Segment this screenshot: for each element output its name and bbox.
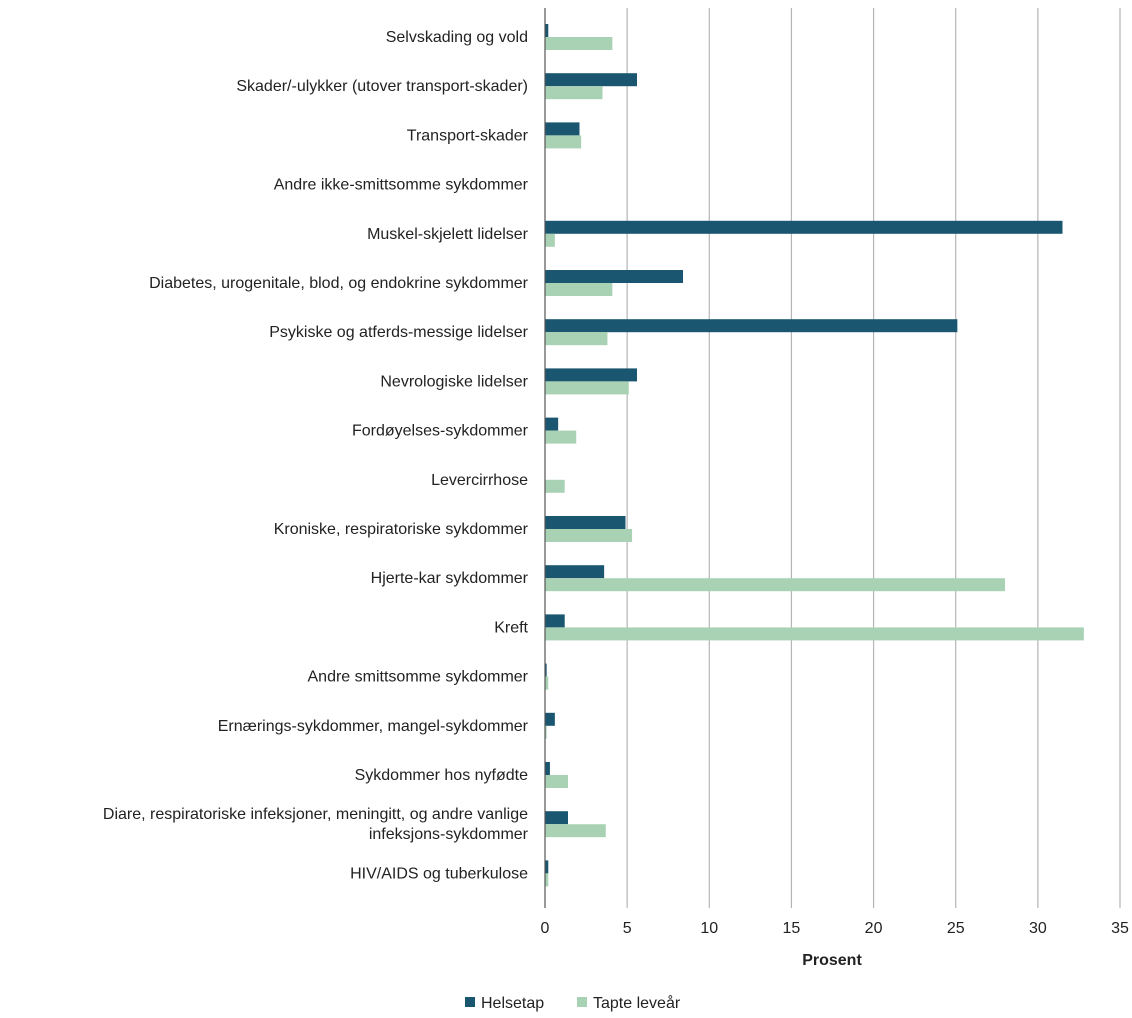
category-label: Sykdommer hos nyfødte [355, 767, 529, 784]
x-tick-label: 35 [1111, 920, 1129, 937]
category-label: Fordøyelses-sykdommer [352, 423, 529, 440]
bar-helsetap [545, 24, 549, 37]
category-label: Kreft [494, 619, 528, 636]
bar-tapte-levear [545, 578, 1005, 592]
bar-tapte-levear [545, 37, 613, 50]
category-label: Andre ikke-smittsomme sykdommer [274, 177, 529, 194]
x-tick-label: 10 [700, 920, 718, 937]
bar-tapte-levear [545, 824, 606, 838]
category-labels: Selvskading og vold Skader/-ulykker (utov… [103, 29, 529, 882]
bar-tapte-levear [545, 381, 629, 395]
category-label: Levercirrhose [431, 472, 528, 489]
bar-helsetap [545, 663, 547, 677]
bar-helsetap [545, 565, 605, 579]
bar-tapte-levear [545, 725, 547, 739]
bar-helsetap [545, 368, 637, 382]
bar-tapte-levear [545, 135, 582, 149]
bar-tapte-levear [545, 873, 549, 887]
bar-tapte-levear [545, 233, 555, 247]
bar-helsetap [545, 122, 580, 136]
bars [545, 24, 1084, 887]
bar-helsetap [545, 417, 559, 431]
legend-label: Helsetap [481, 995, 544, 1012]
category-label: Diare, respiratoriske infeksjoner, menin… [103, 806, 528, 823]
bar-tapte-levear [545, 479, 565, 493]
bar-helsetap [545, 516, 626, 529]
legend-swatch [465, 997, 475, 1007]
x-tick-label: 5 [623, 920, 632, 937]
bar-helsetap [545, 220, 1063, 234]
bar-tapte-levear [545, 86, 603, 100]
x-tick-label: 0 [541, 920, 550, 937]
bar-tapte-levear [545, 332, 608, 346]
category-label: Diabetes, urogenitale, blod, og endokrin… [149, 275, 529, 292]
bar-helsetap [545, 614, 565, 628]
category-label: Psykiske og atferds-messige lidelser [269, 324, 528, 341]
axes: 0 5 10 15 20 25 30 35 [541, 8, 1129, 937]
category-label: infeksjons-sykdommer [369, 826, 529, 843]
bar-tapte-levear [545, 430, 577, 444]
bar-tapte-levear [545, 283, 613, 296]
gridlines [626, 8, 1121, 908]
bar-helsetap [545, 319, 958, 333]
bar-helsetap [545, 712, 555, 726]
legend: Helsetap Tapte leveår [465, 994, 681, 1012]
x-tick-label: 20 [865, 920, 883, 937]
category-label: Hjerte-kar sykdommer [371, 570, 529, 587]
x-tick-label: 30 [1029, 920, 1047, 937]
category-label: Nevrologiske lidelser [380, 373, 528, 390]
category-label: HIV/AIDS og tuberkulose [350, 865, 528, 882]
bar-tapte-levear [545, 529, 633, 542]
bar-tapte-levear [545, 775, 568, 788]
x-axis-title: Prosent [802, 952, 862, 969]
category-label: Transport-skader [407, 127, 529, 144]
legend-label: Tapte leveår [593, 994, 681, 1012]
category-label: Ernærings-sykdommer, mangel-sykdommer [218, 718, 529, 735]
x-tick-label: 15 [783, 920, 801, 937]
bar-helsetap [545, 762, 550, 775]
bar-helsetap [545, 860, 549, 874]
category-label: Andre smittsomme sykdommer [308, 669, 529, 686]
bar-helsetap [545, 811, 568, 825]
category-label: Kroniske, respiratoriske sykdommer [274, 521, 529, 538]
category-label: Skader/-ulykker (utover transport-skader… [236, 78, 528, 95]
legend-swatch [577, 997, 587, 1007]
category-label: Selvskading og vold [386, 29, 528, 46]
x-tick-label: 25 [947, 920, 965, 937]
bar-helsetap [545, 73, 637, 87]
bar-tapte-levear [545, 676, 549, 690]
category-label: Muskel-skjelett lidelser [367, 226, 529, 243]
bar-tapte-levear [545, 627, 1084, 641]
bar-helsetap [545, 270, 683, 283]
